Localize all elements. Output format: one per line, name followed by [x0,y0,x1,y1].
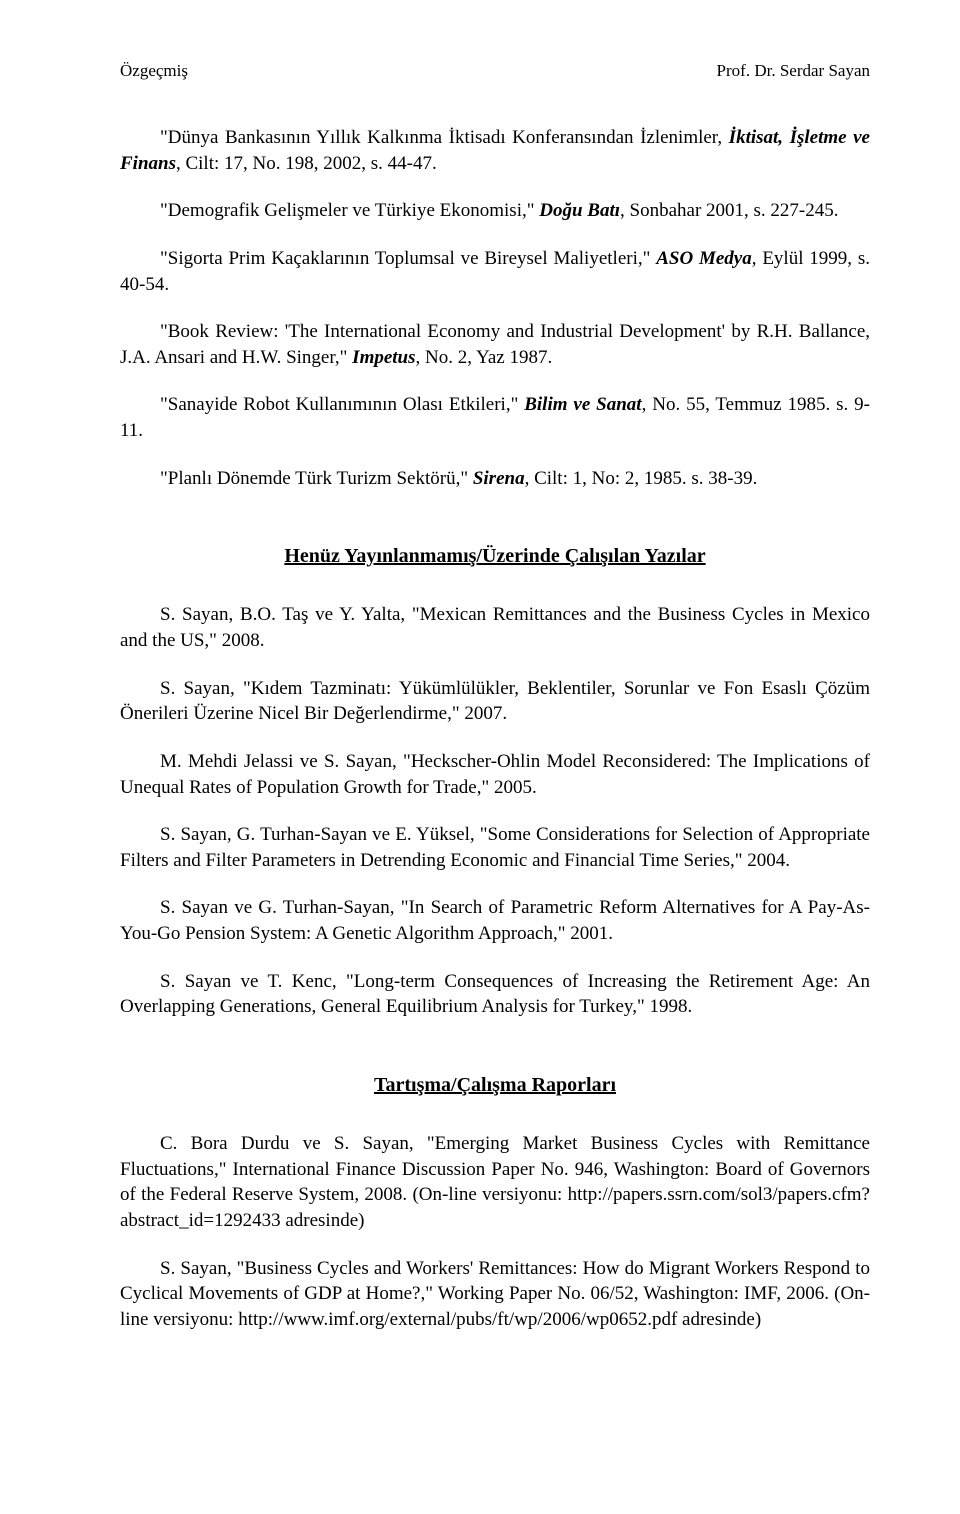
text-run: Bilim ve Sanat [524,394,641,415]
text-run: C. Bora Durdu ve S. Sayan, "Emerging Mar… [120,1133,870,1231]
paragraph: "Book Review: 'The International Economy… [120,319,870,370]
paragraph: S. Sayan, G. Turhan-Sayan ve E. Yüksel, … [120,822,870,873]
paragraph: S. Sayan, "Business Cycles and Workers' … [120,1256,870,1333]
text-run: ASO Medya [656,248,752,269]
text-run: , Cilt: 17, No. 198, 2002, s. 44-47. [176,153,437,174]
text-run: Doğu Batı [539,200,620,221]
paragraph: M. Mehdi Jelassi ve S. Sayan, "Heckscher… [120,749,870,800]
paragraph: "Dünya Bankasının Yıllık Kalkınma İktisa… [120,125,870,176]
text-run: S. Sayan, "Kıdem Tazminatı: Yükümlülükle… [120,678,870,725]
section-heading-working-papers: Tartışma/Çalışma Raporları [120,1072,870,1099]
text-run: "Sanayide Robot Kullanımının Olası Etkil… [160,394,524,415]
text-run: Sirena [473,468,525,489]
text-run: , Sonbahar 2001, s. 227-245. [620,200,838,221]
header-left: Özgeçmiş [120,60,188,83]
text-run: "Demografik Gelişmeler ve Türkiye Ekonom… [160,200,539,221]
paragraph: S. Sayan, "Kıdem Tazminatı: Yükümlülükle… [120,676,870,727]
text-run: Impetus [352,347,415,368]
page-header: Özgeçmiş Prof. Dr. Serdar Sayan [120,60,870,83]
text-run: S. Sayan, "Business Cycles and Workers' … [120,1258,870,1330]
publications-list: "Dünya Bankasının Yıllık Kalkınma İktisa… [120,125,870,491]
text-run: S. Sayan ve G. Turhan-Sayan, "In Search … [120,897,870,944]
paragraph: S. Sayan ve G. Turhan-Sayan, "In Search … [120,895,870,946]
text-run: S. Sayan ve T. Kenc, "Long-term Conseque… [120,971,870,1018]
paragraph: "Sigorta Prim Kaçaklarının Toplumsal ve … [120,246,870,297]
unpublished-list: S. Sayan, B.O. Taş ve Y. Yalta, "Mexican… [120,602,870,1020]
paragraph: S. Sayan ve T. Kenc, "Long-term Conseque… [120,969,870,1020]
paragraph: S. Sayan, B.O. Taş ve Y. Yalta, "Mexican… [120,602,870,653]
text-run: M. Mehdi Jelassi ve S. Sayan, "Heckscher… [120,751,870,798]
paragraph: C. Bora Durdu ve S. Sayan, "Emerging Mar… [120,1131,870,1234]
paragraph: "Sanayide Robot Kullanımının Olası Etkil… [120,392,870,443]
text-run: S. Sayan, B.O. Taş ve Y. Yalta, "Mexican… [120,604,870,651]
paragraph: "Demografik Gelişmeler ve Türkiye Ekonom… [120,198,870,224]
working-papers-list: C. Bora Durdu ve S. Sayan, "Emerging Mar… [120,1131,870,1332]
paragraph: "Planlı Dönemde Türk Turizm Sektörü," Si… [120,466,870,492]
text-run: "Dünya Bankasının Yıllık Kalkınma İktisa… [160,127,722,148]
text-run: , Cilt: 1, No: 2, 1985. s. 38-39. [525,468,758,489]
text-run: "Planlı Dönemde Türk Turizm Sektörü," [160,468,473,489]
section-heading-unpublished: Henüz Yayınlanmamış/Üzerinde Çalışılan Y… [120,543,870,570]
header-right: Prof. Dr. Serdar Sayan [717,60,870,83]
text-run: S. Sayan, G. Turhan-Sayan ve E. Yüksel, … [120,824,870,871]
text-run: "Sigorta Prim Kaçaklarının Toplumsal ve … [160,248,656,269]
document-page: Özgeçmiş Prof. Dr. Serdar Sayan "Dünya B… [0,0,960,1435]
text-run: , No. 2, Yaz 1987. [416,347,553,368]
